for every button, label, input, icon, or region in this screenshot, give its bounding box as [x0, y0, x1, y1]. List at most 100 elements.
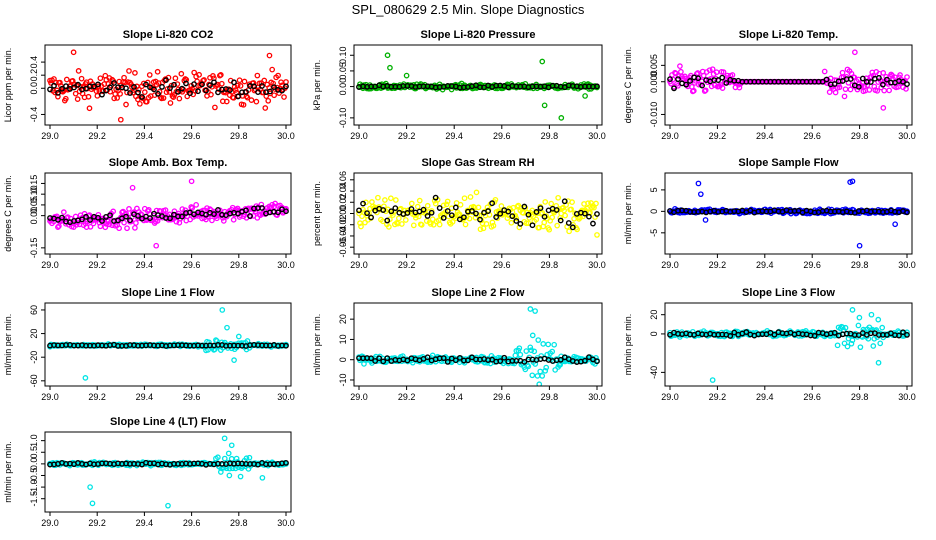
data-point: [408, 200, 415, 207]
data-point: [173, 218, 180, 225]
data-point: [233, 455, 240, 462]
x-tick-label: 29.2: [709, 260, 727, 270]
page-title: SPL_080629 2.5 Min. Slope Diagnostics: [351, 2, 585, 17]
data-point: [86, 105, 93, 112]
data-point: [485, 208, 491, 214]
data-point: [429, 216, 436, 223]
data-point: [848, 340, 855, 347]
outlier-point: [856, 242, 863, 249]
data-point: [103, 87, 109, 94]
data-point: [372, 358, 379, 364]
data-point: [542, 367, 549, 374]
data-point: [568, 206, 574, 213]
data-point: [269, 66, 276, 73]
y-tick-label: 0.00: [29, 207, 39, 225]
outlier-point: [558, 115, 565, 121]
y-tick-label: -0.5: [29, 468, 39, 484]
y-tick-label: -0.4: [29, 107, 39, 123]
data-point: [517, 351, 524, 358]
y-tick-label: -0.04: [338, 226, 348, 247]
data-point: [428, 209, 435, 216]
data-point: [687, 78, 693, 84]
data-point: [356, 207, 362, 214]
data-point: [160, 95, 167, 101]
data-point: [533, 216, 540, 223]
data-point: [172, 75, 179, 82]
data-point: [179, 206, 186, 212]
data-point: [593, 200, 599, 207]
data-point: [123, 213, 129, 220]
y-tick-label: -0.010: [649, 102, 659, 128]
data-point: [841, 340, 848, 347]
y-tick-label: 0.005: [649, 54, 659, 77]
data-point: [207, 82, 213, 89]
data-point: [207, 206, 213, 212]
x-tick-label: 29.0: [41, 392, 59, 402]
data-points: [47, 49, 289, 123]
data-point: [212, 104, 218, 111]
data-point: [521, 203, 528, 210]
y-tick-label: 0.4: [29, 56, 39, 69]
y-tick-label: 0: [338, 357, 348, 362]
outlier-point: [153, 242, 160, 249]
data-point: [512, 212, 519, 219]
outlier-point: [892, 221, 899, 228]
data-point: [162, 207, 169, 213]
data-point: [206, 339, 212, 346]
data-point: [819, 78, 826, 85]
x-tick-label: 29.0: [350, 392, 368, 402]
data-point: [243, 207, 249, 214]
y-axis-label: ml/min per min.: [623, 314, 633, 376]
x-tick-label: 29.4: [445, 392, 463, 402]
data-point: [107, 84, 113, 91]
data-point: [536, 381, 543, 386]
y-tick-label: -1.5: [29, 491, 39, 507]
data-point: [497, 210, 504, 217]
data-point: [228, 455, 235, 462]
data-point: [562, 212, 568, 219]
x-tick-label: 29.6: [183, 131, 201, 141]
outlier-point: [259, 474, 266, 481]
x-tick-label: 29.6: [183, 392, 201, 402]
data-point: [463, 214, 470, 221]
plot-frame: [44, 172, 292, 255]
data-point: [473, 210, 479, 217]
data-point: [449, 219, 456, 225]
x-tick-label: 30.0: [277, 392, 295, 402]
outlier-point: [875, 359, 882, 366]
data-point: [870, 343, 877, 349]
data-point: [557, 217, 564, 224]
data-point: [866, 87, 873, 93]
data-point: [708, 83, 715, 90]
data-point: [831, 81, 838, 87]
y-tick-label: 1.0: [29, 434, 39, 447]
data-point: [221, 455, 228, 462]
data-point: [492, 196, 499, 203]
data-point: [237, 473, 244, 480]
outlier-point: [224, 324, 230, 331]
data-point: [549, 348, 556, 355]
panel-title: Slope Li-820 Pressure: [421, 29, 536, 41]
y-axis-label: ml/min per min.: [3, 314, 13, 376]
panel-title: Slope Li-820 Temp.: [739, 29, 838, 41]
data-point: [218, 80, 225, 87]
data-point: [255, 89, 261, 96]
x-tick-label: 29.6: [183, 518, 201, 528]
data-point: [410, 222, 417, 229]
data-point: [271, 92, 278, 99]
x-tick-label: 30.0: [588, 131, 606, 141]
outlier-point: [87, 484, 93, 490]
data-point: [505, 208, 512, 215]
data-point: [826, 89, 833, 95]
data-point: [216, 86, 222, 92]
data-point: [709, 66, 716, 73]
data-point: [63, 76, 70, 83]
data-point: [380, 207, 387, 213]
panel-5: Slope Gas Stream RH percent per min. 29.0 2…: [312, 157, 606, 270]
data-point: [121, 74, 127, 81]
data-point: [243, 455, 250, 462]
data-point: [460, 214, 467, 221]
outlier-point: [384, 52, 391, 59]
data-point: [376, 355, 383, 362]
plot-frame: [664, 44, 913, 126]
